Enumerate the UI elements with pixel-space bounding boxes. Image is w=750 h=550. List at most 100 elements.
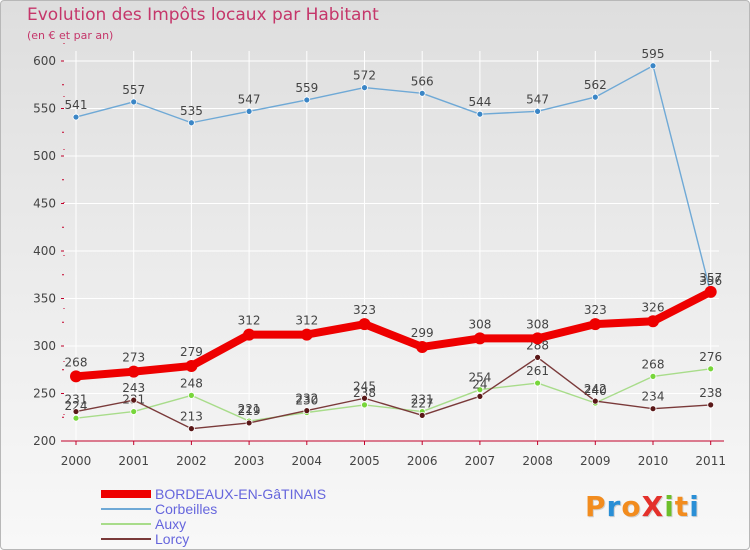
data-label: 248 <box>180 376 203 390</box>
data-label: 240 <box>584 384 607 398</box>
y-tick-label: 450 <box>33 197 56 211</box>
data-point <box>361 401 368 409</box>
x-tick-label: 2000 <box>61 454 92 468</box>
data-point <box>243 328 256 341</box>
series-bordeaux-en-g-tinais: 268 273 279 312 312 323 299 308 308 323 326 357 <box>65 271 722 383</box>
data-label: 230 <box>295 394 318 408</box>
chart-title: Evolution des Impôts locaux par Habitant <box>27 5 379 25</box>
data-point <box>303 96 311 104</box>
y-tick-label: 500 <box>33 149 56 163</box>
data-label: 308 <box>526 317 549 331</box>
legend-label: BORDEAUX-EN-GâTINAIS <box>155 486 327 502</box>
data-label: 566 <box>411 74 434 88</box>
data-point <box>534 107 541 115</box>
data-point <box>187 119 195 127</box>
data-label: 323 <box>353 303 376 317</box>
legend-swatch <box>101 538 151 540</box>
data-point <box>303 407 311 415</box>
data-point <box>534 353 541 361</box>
data-point <box>130 396 138 404</box>
data-point <box>531 332 544 345</box>
data-label: 323 <box>584 303 607 317</box>
data-point <box>416 340 429 353</box>
data-point <box>589 318 602 331</box>
data-point <box>591 397 599 405</box>
x-tick-label: 2010 <box>638 454 669 468</box>
data-label: 595 <box>642 47 665 61</box>
data-point <box>130 408 138 415</box>
data-point <box>649 372 657 380</box>
data-point <box>130 98 138 106</box>
data-label: 276 <box>699 350 722 364</box>
y-tick-label: 250 <box>33 387 56 401</box>
data-point <box>591 93 599 101</box>
y-tick-label: 200 <box>33 434 56 448</box>
data-point <box>476 392 484 400</box>
x-tick-label: 2002 <box>176 454 207 468</box>
data-label: 312 <box>295 314 318 328</box>
data-label: 279 <box>180 345 203 359</box>
data-label: 268 <box>642 357 665 371</box>
data-point <box>187 391 195 399</box>
data-point <box>361 394 368 402</box>
data-label: 221 <box>238 402 261 416</box>
data-point <box>476 110 484 118</box>
logo-letter: t <box>674 490 690 523</box>
y-tick-label: 400 <box>33 244 56 258</box>
data-point <box>704 285 717 298</box>
data-label: 234 <box>642 390 665 404</box>
x-tick-label: 2009 <box>580 454 611 468</box>
legend-label: Auxy <box>155 516 187 532</box>
data-label: 238 <box>353 386 376 400</box>
data-label: 232 <box>295 392 318 406</box>
data-label: 231 <box>65 393 88 407</box>
data-label: 562 <box>584 78 607 92</box>
x-tick-label: 2005 <box>349 454 380 468</box>
data-label: 299 <box>411 326 434 340</box>
data-point <box>418 89 426 97</box>
legend-label: Corbeilles <box>155 501 218 517</box>
data-label: 213 <box>180 410 203 424</box>
series-auxy: 224231248221230238231254261240268276 <box>65 350 722 425</box>
y-tick-label: 300 <box>33 339 56 353</box>
x-tick-label: 2008 <box>522 454 553 468</box>
data-point <box>187 425 195 433</box>
logo-letter: r <box>606 490 622 523</box>
data-label: 242 <box>584 382 607 396</box>
data-point <box>707 401 715 409</box>
data-label: 238 <box>699 386 722 400</box>
data-point <box>361 84 368 91</box>
logo-letter: i <box>689 490 700 523</box>
data-point <box>358 318 371 331</box>
data-label: 268 <box>65 355 88 369</box>
y-tick-label: 550 <box>33 102 56 116</box>
logo-letter: P <box>585 490 607 523</box>
data-point <box>245 107 253 115</box>
legend-swatch <box>101 523 151 525</box>
x-tick-label: 2001 <box>118 454 149 468</box>
data-label: 559 <box>295 81 318 95</box>
logo-letter: o <box>621 490 642 523</box>
data-point <box>72 113 80 121</box>
grid <box>64 51 719 442</box>
data-label: 261 <box>526 364 549 378</box>
data-label: 544 <box>468 95 491 109</box>
data-point <box>418 411 426 419</box>
data-label: 224 <box>65 399 88 413</box>
data-point <box>245 419 253 427</box>
data-label: 308 <box>468 317 491 331</box>
series-line <box>75 368 712 422</box>
data-label: 245 <box>353 379 376 393</box>
data-label: 572 <box>353 69 376 83</box>
data-point <box>649 62 657 70</box>
x-tick-label: 2007 <box>465 454 496 468</box>
data-label: 356 <box>699 274 722 288</box>
series-line <box>72 287 715 381</box>
x-tick-label: 2006 <box>407 454 438 468</box>
data-point <box>70 370 82 383</box>
series-line <box>75 65 712 294</box>
logo-letter: i <box>664 490 675 523</box>
data-point <box>473 332 486 345</box>
data-point <box>476 386 484 394</box>
